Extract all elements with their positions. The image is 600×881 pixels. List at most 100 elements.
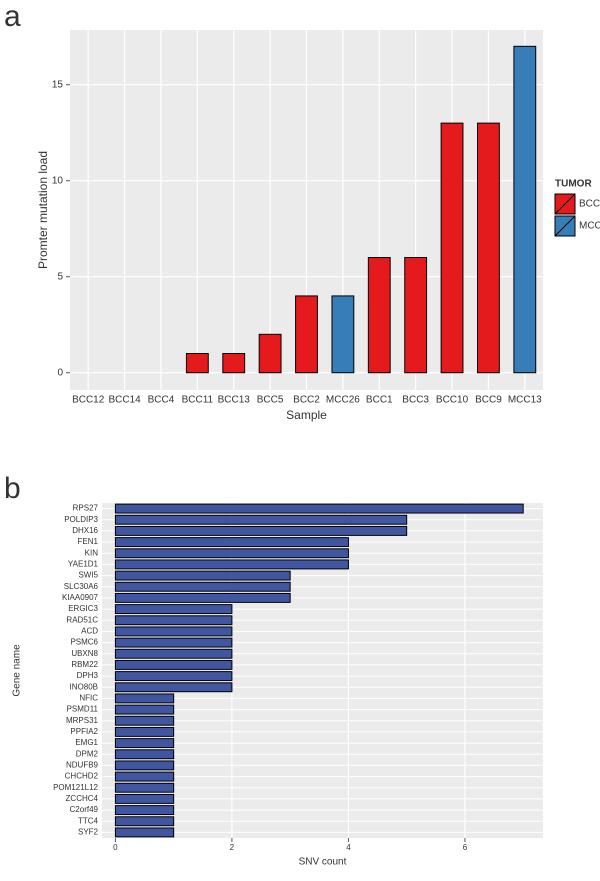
y-tick-label: POLDIP3	[64, 515, 98, 524]
bar	[222, 353, 246, 374]
y-tick-label: SWI5	[78, 571, 98, 580]
y-tick-label: NFIC	[79, 694, 98, 703]
x-axis-title: SNV count	[299, 857, 347, 868]
bar	[114, 514, 408, 525]
y-axis-title: Promter mutation load	[36, 151, 50, 269]
y-tick-label: 5	[57, 271, 63, 282]
legend-label: MCC	[579, 221, 600, 232]
y-tick-label: SYF2	[78, 828, 99, 837]
bar	[114, 738, 175, 749]
bar	[114, 805, 175, 816]
x-tick-label: 0	[113, 843, 118, 852]
bar	[114, 581, 291, 592]
bar	[185, 353, 209, 374]
x-tick-label: 6	[463, 843, 468, 852]
y-tick-label: PPFIA2	[70, 727, 98, 736]
panel-label: a	[4, 0, 21, 33]
panel-label: b	[4, 472, 21, 505]
bar	[404, 257, 428, 374]
bar	[114, 559, 349, 570]
x-tick-label: BCC11	[182, 395, 214, 406]
x-tick-label: BCC9	[475, 395, 502, 406]
bar	[367, 257, 391, 374]
y-tick-label: 15	[52, 79, 64, 90]
y-tick-label: RAD51C	[66, 615, 98, 624]
bar	[114, 816, 175, 827]
bar	[114, 827, 175, 838]
bar	[114, 525, 408, 536]
y-tick-label: CHCHD2	[65, 772, 99, 781]
bar	[114, 726, 175, 737]
bar	[114, 671, 233, 682]
bar	[114, 760, 175, 771]
y-tick-label: UBXN8	[71, 649, 98, 658]
bar	[114, 592, 291, 603]
bar	[114, 749, 175, 760]
bar	[114, 637, 233, 648]
y-tick-label: EMG1	[75, 738, 98, 747]
bar	[114, 503, 524, 514]
legend-label: BCC	[579, 199, 600, 210]
x-tick-label: BCC1	[366, 395, 393, 406]
y-tick-label: C2orf49	[70, 805, 99, 814]
x-tick-label: BCC12	[72, 395, 105, 406]
y-tick-label: POM121L12	[53, 783, 98, 792]
bar	[114, 615, 233, 626]
x-tick-label: BCC4	[148, 395, 175, 406]
x-tick-label: 4	[346, 843, 351, 852]
legend-key-slash	[554, 215, 576, 237]
bar	[114, 782, 175, 793]
bar	[114, 537, 349, 548]
bar	[513, 45, 537, 374]
y-axis-title: Gene name	[12, 644, 23, 697]
y-tick-label: 10	[52, 175, 64, 186]
y-tick-label: FEN1	[78, 537, 99, 546]
bar	[114, 659, 233, 670]
bar	[477, 122, 500, 374]
y-tick-label: INO80B	[70, 682, 98, 691]
bar	[258, 333, 282, 374]
bar	[440, 122, 464, 374]
bar	[114, 771, 175, 782]
bar	[114, 715, 175, 726]
bar	[114, 626, 233, 637]
legend-title: TUMOR	[555, 179, 592, 190]
bar	[114, 648, 233, 659]
y-tick-label: PSMD11	[67, 705, 99, 714]
bar	[114, 793, 175, 804]
y-tick-label: DPH3	[77, 671, 99, 680]
y-tick-label: RPS27	[73, 504, 99, 513]
x-tick-label: BCC5	[257, 395, 284, 406]
bar	[114, 682, 233, 693]
y-tick-label: YAE1D1	[68, 560, 99, 569]
x-tick-label: BCC3	[402, 395, 429, 406]
x-tick-label: BCC13	[218, 395, 251, 406]
y-tick-label: KIAA0907	[62, 593, 99, 602]
y-tick-label: ACD	[81, 627, 98, 636]
legend-key-slash	[554, 193, 576, 215]
x-tick-label: BCC14	[108, 395, 141, 406]
x-tick-label: BCC2	[293, 395, 320, 406]
x-tick-label: MCC13	[508, 395, 542, 406]
x-tick-label: BCC10	[436, 395, 469, 406]
bar	[114, 570, 291, 581]
plot-background	[102, 503, 543, 838]
bar	[114, 693, 175, 704]
y-tick-label: ZCCHC4	[66, 794, 99, 803]
y-tick-label: DHX16	[72, 526, 98, 535]
y-tick-label: SLC30A6	[64, 582, 99, 591]
y-tick-label: TTC4	[78, 816, 99, 825]
y-tick-label: DPM2	[76, 749, 99, 758]
y-tick-label: KIN	[85, 548, 99, 557]
bar	[114, 704, 175, 715]
y-tick-label: MRPS31	[66, 716, 99, 725]
bar	[114, 548, 349, 559]
bar	[295, 295, 318, 374]
bar	[114, 604, 233, 615]
y-tick-label: NDUFB9	[66, 761, 99, 770]
y-tick-label: RBM22	[71, 660, 98, 669]
x-tick-label: 2	[230, 843, 235, 852]
y-tick-label: 0	[57, 367, 63, 378]
